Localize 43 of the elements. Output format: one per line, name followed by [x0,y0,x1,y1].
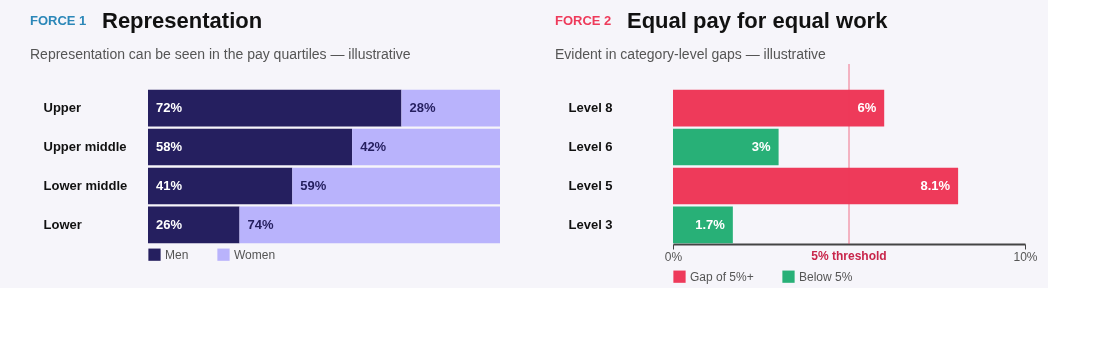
chart-subtitle: Evident in category-level gaps — illustrative [555,46,827,62]
chart-title: Representation [102,8,263,33]
legend-label: Women [234,247,276,262]
y-tick-label: Upper middle [43,139,127,155]
chart-title: Equal pay for equal work [627,8,889,33]
y-tick-label: Lower middle [43,177,128,193]
data-label: 74% [247,216,274,232]
y-tick-label: Lower [43,216,82,232]
text: FORCE 1 [30,13,87,28]
y-tick-label: Upper [43,100,82,116]
data-label: 28% [409,100,436,116]
text: FORCE 2 [555,13,612,28]
bar [673,128,779,166]
data-label: 8.1% [920,177,951,193]
bar [401,89,500,127]
legend-label: Men [165,247,189,262]
ref-line-label: 5% threshold [811,249,887,263]
data-label: 1.7% [695,216,726,232]
y-tick-label: Level 5 [568,177,613,193]
data-label: 58% [156,139,183,155]
y-tick-label: Level 3 [568,216,613,232]
bar [148,89,402,127]
bar [352,128,500,166]
bar [148,206,240,244]
data-label: 26% [156,216,183,232]
y-tick-label: Level 6 [568,139,613,155]
bar [148,167,293,205]
bar [673,206,733,244]
bar [148,128,353,166]
data-label: 42% [360,139,387,155]
legend-label: Below 5% [799,269,853,284]
data-label: 72% [156,100,183,116]
chart-subtitle: Representation can be seen in the pay quartiles — illustrative [30,46,411,62]
data-label: 59% [300,177,327,193]
data-label: 41% [156,177,183,193]
bar [292,167,500,205]
x-tick-label: 0% [664,249,683,264]
y-tick-label: Level 8 [568,100,613,116]
bar [239,206,500,244]
data-label: 6% [857,100,877,116]
x-tick-label: 10% [1013,249,1038,264]
legend-label: Gap of 5%+ [690,269,754,284]
data-label: 3% [751,139,772,155]
